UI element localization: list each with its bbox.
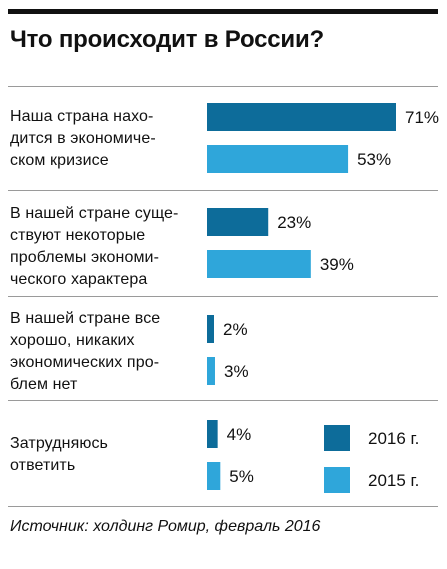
bar-2016-3 (207, 315, 214, 343)
bar-2015-2 (207, 250, 311, 278)
category-label-3: В нашей стране все хорошо, никаких эконо… (10, 310, 161, 393)
bar-2015-1 (207, 145, 349, 173)
value-label: 2% (223, 320, 248, 339)
legend-label-2015: 2015 г. (368, 471, 420, 490)
top-rule (8, 9, 438, 14)
value-label: 39% (320, 255, 354, 274)
separator (8, 506, 438, 507)
value-label: 4% (227, 425, 252, 444)
legend-swatch-2015 (324, 467, 350, 493)
separator (8, 400, 438, 401)
bar-2015-4 (207, 462, 221, 490)
value-label: 5% (229, 467, 254, 486)
legend-swatch-2016 (324, 425, 350, 451)
separator (8, 86, 438, 87)
separator (8, 190, 438, 191)
category-label-2: В нашей стране суще- ствуют некоторые пр… (10, 205, 179, 288)
chart-title: Что происходит в России? (10, 26, 324, 53)
value-label: 71% (405, 108, 439, 127)
bar-2016-4 (207, 420, 218, 448)
bar-2015-3 (207, 357, 215, 385)
category-label-4: Затрудняюсь ответить (10, 435, 108, 474)
separator (8, 296, 438, 297)
bar-2016-2 (207, 208, 269, 236)
category-label-1: Наша страна нахо- дится в экономиче- ско… (10, 108, 156, 169)
value-label: 3% (224, 362, 249, 381)
legend-label-2016: 2016 г. (368, 429, 420, 448)
bar-2016-1 (207, 103, 396, 131)
source-note: Источник: холдинг Ромир, февраль 2016 (10, 518, 321, 535)
value-label: 23% (277, 213, 311, 232)
value-label: 53% (357, 150, 391, 169)
